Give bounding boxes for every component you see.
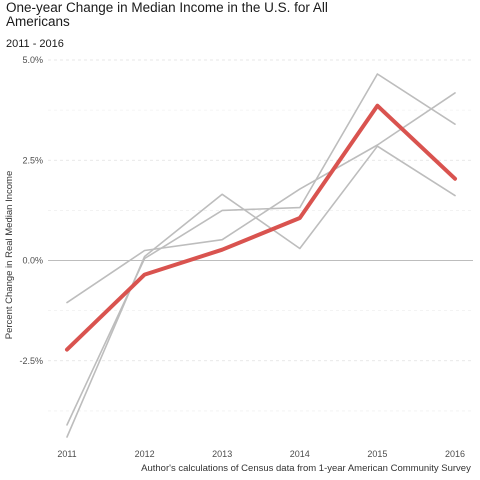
x-axis-label: Author's calculations of Census data fro… xyxy=(141,463,471,474)
x-tick-label: 2014 xyxy=(290,449,310,459)
y-axis-label: Percent Change in Real Median Income xyxy=(4,171,15,339)
y-axis-ticks: 5.0% 2.5% 0.0% -2.5% xyxy=(19,55,43,366)
series-line xyxy=(66,92,456,304)
x-tick-label: 2015 xyxy=(367,449,387,459)
series-lines xyxy=(65,73,457,438)
y-tick-label: 5.0% xyxy=(22,55,43,65)
x-tick-label: 2011 xyxy=(57,449,76,459)
highlighted-series-line xyxy=(65,103,457,352)
x-tick-label: 2013 xyxy=(212,449,232,459)
grid-lines xyxy=(48,59,473,412)
chart-subtitle: 2011 - 2016 xyxy=(6,38,64,50)
y-tick-label: 2.5% xyxy=(22,155,43,165)
x-axis-ticks: 2011 2012 2013 2014 2015 2016 xyxy=(57,449,465,459)
y-tick-label: 0.0% xyxy=(22,256,43,266)
y-tick-label: -2.5% xyxy=(19,356,43,366)
x-tick-label: 2012 xyxy=(135,449,155,459)
chart-title: One-year Change in Median Income in the … xyxy=(6,0,328,29)
x-tick-label: 2016 xyxy=(445,449,465,459)
